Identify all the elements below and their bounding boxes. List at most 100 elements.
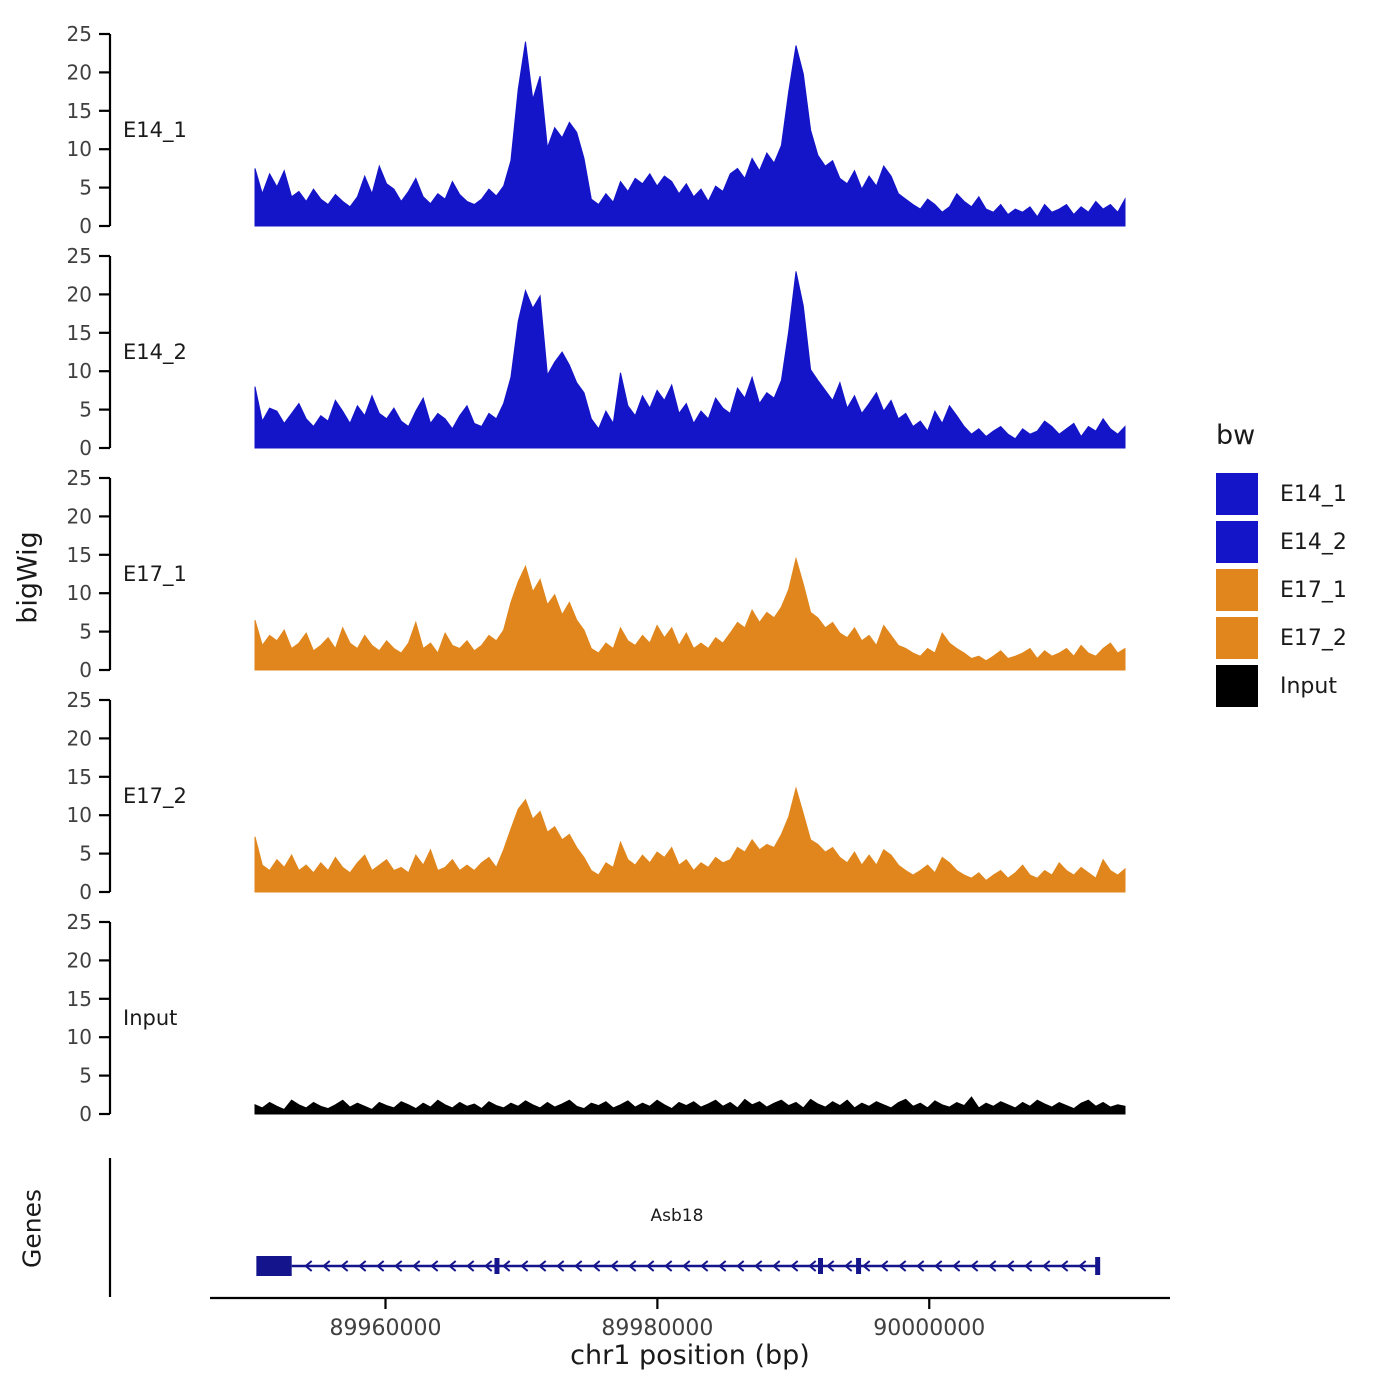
gene-strand-arrow (538, 1260, 547, 1272)
y-tick-label: 20 (67, 282, 92, 306)
gene-strand-arrow (682, 1260, 691, 1272)
coverage-area-E17_1 (254, 556, 1126, 671)
gene-strand-arrow (484, 1260, 493, 1272)
coverage-area-E14_1 (254, 41, 1126, 227)
gene-strand-arrow (1006, 1260, 1015, 1272)
legend-swatch-E17_1 (1216, 569, 1258, 611)
x-axis-svg: 89960000 89980000 90000000 (210, 1296, 1170, 1341)
gene-strand-arrow (592, 1260, 601, 1272)
y-tick-label: 10 (67, 581, 92, 605)
gene-name-label: Asb18 (650, 1206, 704, 1226)
x-tick-label: 90000000 (873, 1316, 985, 1341)
gene-strand-arrow (862, 1260, 871, 1272)
y-tick-label: 25 (67, 688, 92, 712)
gene-strand-arrow (610, 1260, 619, 1272)
gene-strand-arrow (988, 1260, 997, 1272)
legend-items: E14_1 E14_2 E17_1 E17_2 Input (1216, 473, 1347, 707)
y-tick-label: 0 (79, 436, 92, 460)
x-tick-label: 89980000 (601, 1316, 713, 1341)
gene-strand-arrow (664, 1260, 673, 1272)
legend-item-label: E14_2 (1280, 529, 1347, 555)
gene-exon-tick (818, 1258, 823, 1274)
y-tick-label: 15 (67, 543, 92, 567)
gene-strand-arrow (718, 1260, 727, 1272)
gene-strand-arrow (412, 1260, 421, 1272)
coverage-area-E17_2 (254, 786, 1126, 893)
gene-strand-arrow (394, 1260, 403, 1272)
gene-strand-arrow (1060, 1260, 1069, 1272)
track-panel-E14_2: 0 5 10 15 20 25 E14_2 (67, 244, 1126, 460)
y-tick-label: 0 (79, 214, 92, 238)
y-tick-label: 15 (67, 99, 92, 123)
legend-swatch-E14_1 (1216, 473, 1258, 515)
y-tick-label: 20 (67, 948, 92, 972)
y-tick-label: 25 (67, 466, 92, 490)
gene-track-svg (108, 1158, 1101, 1297)
gene-strand-arrow (772, 1260, 781, 1272)
gene-strand-arrow (754, 1260, 763, 1272)
facet-label-E14_1: E14_1 (123, 118, 187, 143)
y-tick-label: 0 (79, 880, 92, 904)
gene-end-box (1095, 1257, 1101, 1275)
y-tick-label: 10 (67, 137, 92, 161)
y-tick-label: 25 (67, 910, 92, 934)
facet-label-E17_1: E17_1 (123, 562, 187, 587)
gene-exon-tick (856, 1258, 862, 1274)
coverage-area-Input (254, 1096, 1126, 1115)
y-tick-label: 15 (67, 765, 92, 789)
gene-strand-arrow (376, 1260, 385, 1272)
gene-strand-arrow (358, 1260, 367, 1272)
gene-strand-arrow (952, 1260, 961, 1272)
gene-strand-arrow (646, 1260, 655, 1272)
legend-swatch-Input (1216, 665, 1258, 707)
legend-title: bw (1216, 420, 1256, 451)
y-tick-label: 15 (67, 321, 92, 345)
facet-label-E17_2: E17_2 (123, 784, 187, 809)
y-tick-label: 5 (79, 620, 92, 644)
legend-swatch-E14_2 (1216, 521, 1258, 563)
y-tick-label: 0 (79, 658, 92, 682)
coverage-area-E14_2 (254, 271, 1126, 449)
y-tick-label: 25 (67, 22, 92, 46)
gene-strand-arrow (628, 1260, 637, 1272)
gene-strand-arrow (934, 1260, 943, 1272)
gene-strand-arrow (844, 1260, 853, 1272)
gene-strand-arrow (1042, 1260, 1051, 1272)
y-tick-label: 5 (79, 1064, 92, 1088)
gene-strand-arrow (736, 1260, 745, 1272)
track-panel-Input: 0 5 10 15 20 25 Input (67, 910, 1126, 1126)
gene-strand-arrow (304, 1260, 313, 1272)
gene-strand-arrow (700, 1260, 709, 1272)
legend-item-E17_2: E17_2 (1216, 617, 1347, 659)
legend-item-label: E17_2 (1280, 625, 1347, 651)
legend-item-label: E14_1 (1280, 481, 1347, 507)
y-tick-label: 5 (79, 176, 92, 200)
legend-item-Input: Input (1216, 665, 1347, 707)
gene-strand-arrow (556, 1260, 565, 1272)
gene-strand-arrow (970, 1260, 979, 1272)
y-tick-label: 20 (67, 60, 92, 84)
gene-utr-box (256, 1256, 292, 1276)
gene-strand-arrow (502, 1260, 511, 1272)
y-tick-label: 20 (67, 726, 92, 750)
facet-label-Input: Input (123, 1006, 177, 1030)
facet-label-E14_2: E14_2 (123, 340, 187, 365)
gene-strand-arrow (790, 1260, 799, 1272)
y-tick-label: 5 (79, 398, 92, 422)
gene-strand-arrow (1024, 1260, 1033, 1272)
y-tick-label: 5 (79, 842, 92, 866)
track-panel-E14_1: 0 5 10 15 20 25 E14_1 (67, 22, 1126, 238)
legend: bw E14_1 E14_2 E17_1 E17_2 Input (1216, 420, 1347, 713)
gene-strand-arrow (322, 1260, 331, 1272)
legend-item-label: Input (1280, 673, 1337, 699)
gene-strand-arrow (916, 1260, 925, 1272)
gene-strand-arrow (448, 1260, 457, 1272)
y-tick-label: 0 (79, 1102, 92, 1126)
gene-strand-arrow (880, 1260, 889, 1272)
x-axis-title: chr1 position (bp) (570, 1340, 810, 1371)
legend-item-E14_1: E14_1 (1216, 473, 1347, 515)
track-panel-E17_2: 0 5 10 15 20 25 E17_2 (67, 688, 1126, 904)
gene-strand-arrow (898, 1260, 907, 1272)
legend-item-label: E17_1 (1280, 577, 1347, 603)
